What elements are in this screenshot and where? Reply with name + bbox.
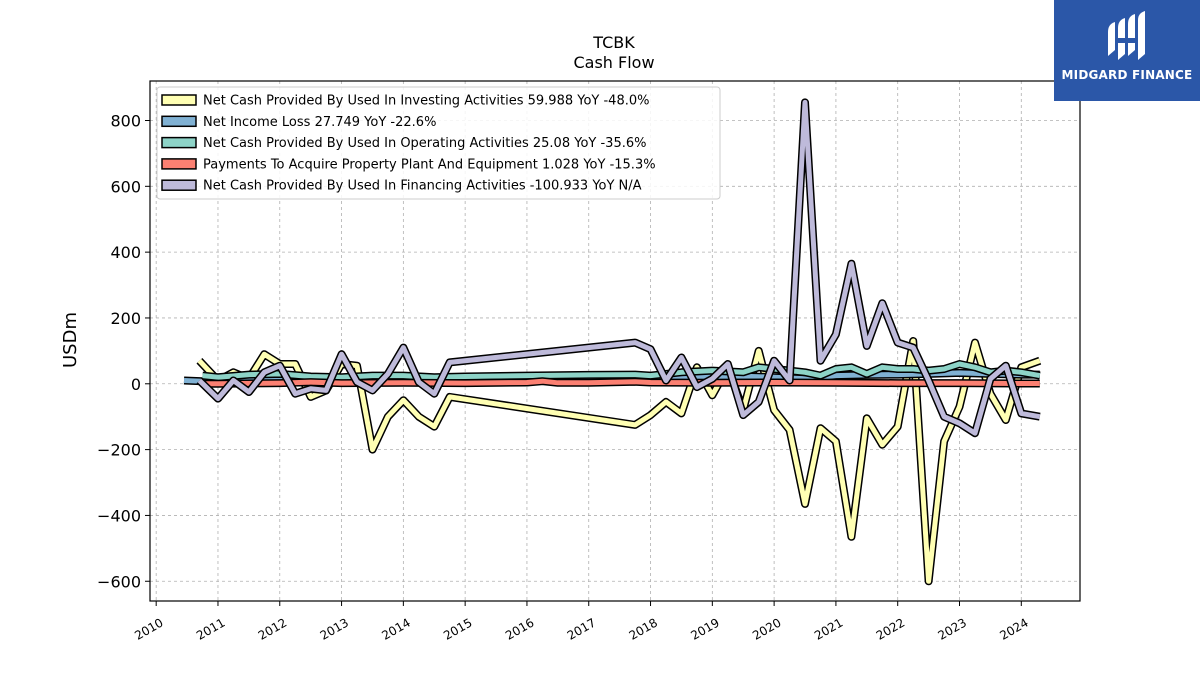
series-line-5 bbox=[197, 99, 1041, 436]
series-line-3 bbox=[202, 361, 1041, 380]
legend-label: Net Cash Provided By Used In Investing A… bbox=[203, 94, 649, 109]
x-tick-label: 2024 bbox=[997, 615, 1030, 642]
y-tick-label: −200 bbox=[97, 441, 141, 460]
y-tick-label: 400 bbox=[110, 243, 141, 262]
y-axis-label: USDm bbox=[60, 312, 81, 368]
legend-swatch bbox=[161, 115, 197, 128]
y-tick-label: 600 bbox=[110, 177, 141, 196]
legend-swatch bbox=[161, 94, 197, 106]
legend-swatch bbox=[161, 136, 197, 149]
x-tick-label: 2011 bbox=[194, 615, 227, 642]
legend-label: Net Cash Provided By Used In Financing A… bbox=[203, 179, 642, 194]
x-tick-label: 2013 bbox=[318, 615, 351, 642]
legend-label: Net Income Loss 27.749 YoY -22.6% bbox=[203, 115, 436, 130]
y-tick-label: −600 bbox=[97, 572, 141, 591]
x-tick-label: 2017 bbox=[565, 615, 598, 642]
series-line-4 bbox=[202, 378, 1040, 387]
y-tick-label: −400 bbox=[97, 506, 141, 525]
legend-swatch bbox=[161, 158, 197, 170]
brand-logo-mark-icon bbox=[1108, 11, 1145, 60]
x-tick-label: 2012 bbox=[256, 615, 289, 642]
x-tick-label: 2021 bbox=[812, 615, 845, 642]
x-tick-label: 2023 bbox=[936, 615, 969, 642]
y-axis-ticks: 800 600 400 200 0 −200 −400 −600 bbox=[97, 111, 150, 591]
legend-swatch bbox=[161, 179, 197, 191]
legend-box bbox=[156, 86, 721, 200]
x-tick-label: 2010 bbox=[132, 615, 165, 642]
legend-label: Payments To Acquire Property Plant And E… bbox=[203, 157, 656, 172]
plot-frame bbox=[149, 80, 1081, 602]
x-tick-label: 2022 bbox=[874, 615, 907, 642]
x-tick-label: 2019 bbox=[688, 615, 721, 642]
legend-label: Net Cash Provided By Used In Operating A… bbox=[203, 136, 646, 151]
y-tick-label: 200 bbox=[110, 309, 141, 328]
legend: Net Cash Provided By Used In Investing A… bbox=[156, 86, 721, 200]
x-axis-ticks: 2010 2011 2012 2013 2014 2015 2016 2017 2018 2019… bbox=[132, 601, 1031, 643]
x-tick-label: 2015 bbox=[441, 615, 474, 642]
y-tick-label: 0 bbox=[131, 375, 141, 394]
y-tick-label: 800 bbox=[110, 111, 141, 130]
x-tick-label: 2016 bbox=[503, 615, 536, 642]
series-layer bbox=[183, 98, 1042, 586]
x-tick-label: 2014 bbox=[379, 615, 412, 642]
chart-subtitle: Cash Flow bbox=[573, 53, 654, 72]
brand-logo: MIDGARD FINANCE bbox=[1054, 0, 1200, 101]
x-tick-label: 2020 bbox=[750, 615, 783, 642]
brand-logo-text: MIDGARD FINANCE bbox=[1061, 68, 1193, 82]
chart-title: TCBK bbox=[592, 33, 635, 52]
x-tick-label: 2018 bbox=[627, 615, 660, 642]
